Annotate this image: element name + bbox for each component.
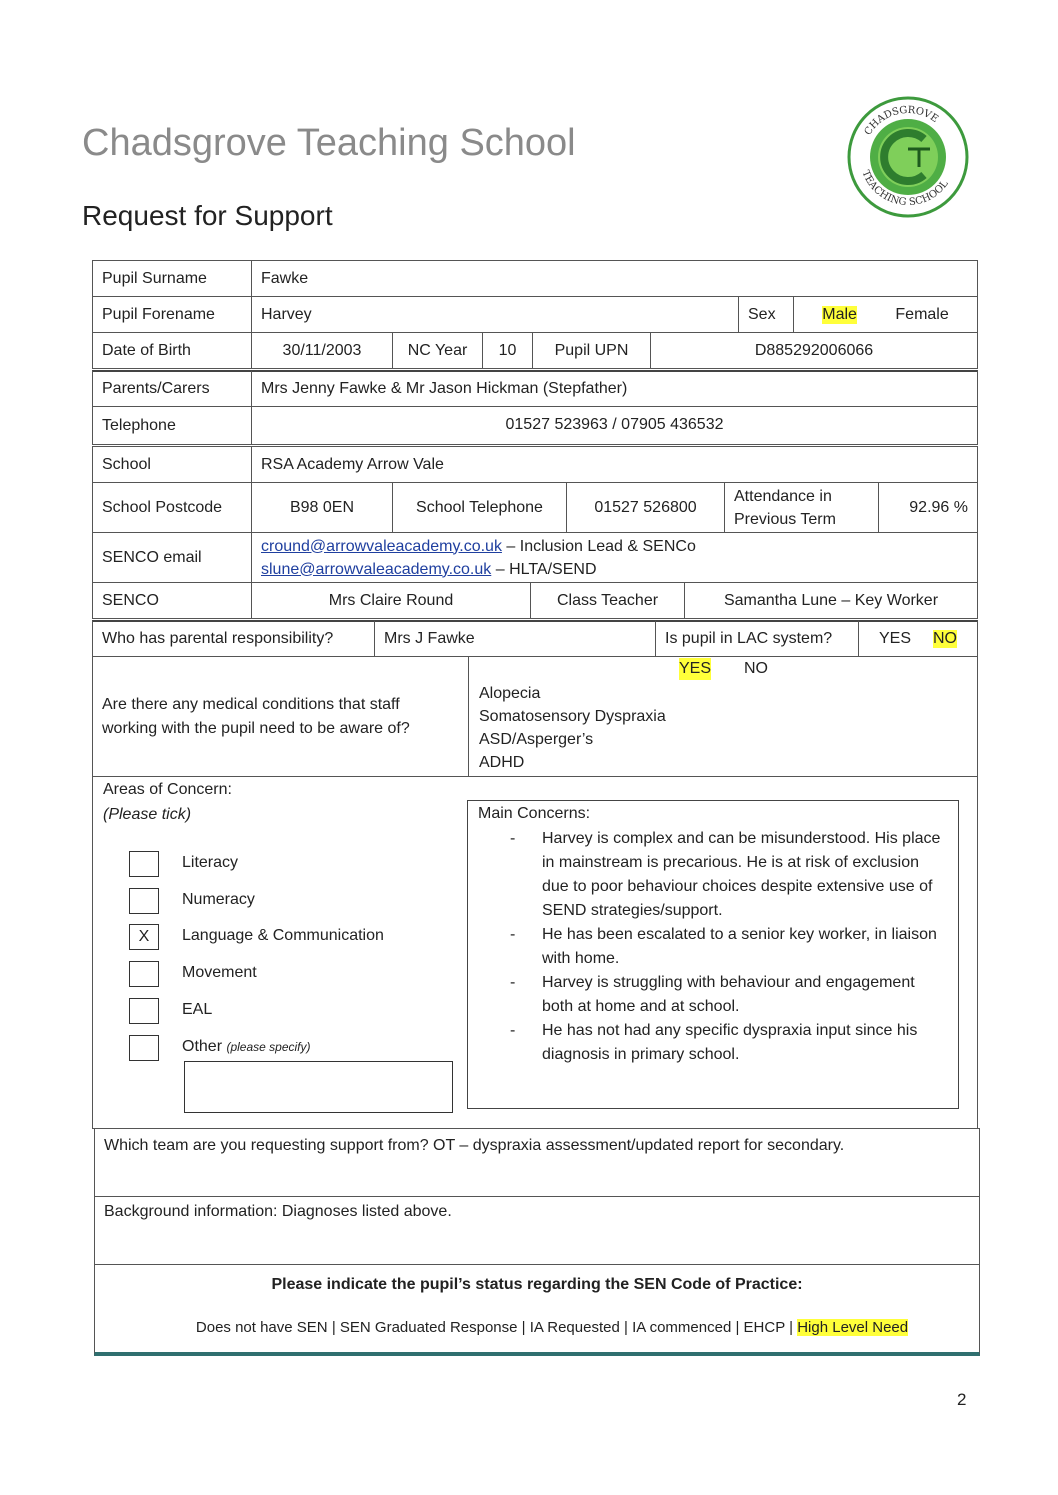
medical-label: Are there any medical conditions that st… bbox=[92, 656, 469, 777]
school-telephone-value: 01527 526800 bbox=[566, 482, 725, 533]
senco-email-link-1[interactable]: cround@arrowvaleacademy.co.uk bbox=[261, 537, 502, 555]
senco-email-link-2[interactable]: slune@arrowvaleacademy.co.uk bbox=[261, 560, 492, 578]
telephone-label: Telephone bbox=[92, 406, 252, 445]
sex-option-male[interactable]: Male bbox=[822, 305, 857, 324]
lac-option-no[interactable]: NO bbox=[932, 630, 957, 648]
other-label: Other (please specify) bbox=[182, 1038, 311, 1056]
areas-title: Areas of Concern: bbox=[103, 781, 232, 798]
separator: | bbox=[735, 1319, 740, 1336]
sen-status-section: Please indicate the pupil’s status regar… bbox=[94, 1264, 980, 1356]
attendance-label: Attendance in Previous Term bbox=[724, 482, 879, 533]
sen-status-title: Please indicate the pupil’s status regar… bbox=[271, 1276, 803, 1293]
separator: | bbox=[521, 1319, 526, 1336]
movement-label: Movement bbox=[182, 964, 257, 981]
main-concern-item: He has not had any specific dyspraxia in… bbox=[468, 1019, 944, 1067]
sen-option-ia-commenced[interactable]: IA commenced bbox=[632, 1319, 732, 1336]
sex-option-female[interactable]: Female bbox=[895, 305, 949, 323]
areas-subtitle: (Please tick) bbox=[103, 806, 192, 823]
parental-responsibility-label: Who has parental responsibility? bbox=[92, 620, 375, 657]
attendance-value: 92.96 % bbox=[878, 482, 978, 533]
sen-status-options: Does not have SEN | SEN Graduated Respon… bbox=[95, 1319, 979, 1336]
nc-year-value: 10 bbox=[482, 332, 533, 369]
condition-item: Alopecia bbox=[479, 685, 541, 702]
other-specify-input[interactable] bbox=[184, 1061, 453, 1113]
other-note: (please specify) bbox=[226, 1040, 311, 1054]
medical-option-no[interactable]: NO bbox=[744, 660, 768, 677]
page-number: 2 bbox=[957, 1390, 967, 1409]
sex-options: Male Female bbox=[793, 296, 978, 333]
sen-option-no-sen[interactable]: Does not have SEN bbox=[195, 1319, 328, 1336]
language-communication-label: Language & Communication bbox=[182, 927, 384, 944]
school-value: RSA Academy Arrow Vale bbox=[251, 446, 978, 483]
sen-option-ia-requested[interactable]: IA Requested bbox=[529, 1319, 620, 1336]
other-label-text: Other bbox=[182, 1038, 223, 1055]
separator: | bbox=[624, 1319, 628, 1336]
team-request: Which team are you requesting support fr… bbox=[94, 1128, 980, 1197]
school-logo: CHADSGROVE TEACHING SCHOOL bbox=[847, 96, 969, 218]
separator: | bbox=[331, 1319, 336, 1336]
lac-options: YES NO bbox=[858, 620, 978, 657]
dob-value: 30/11/2003 bbox=[251, 332, 393, 369]
forename-value: Harvey bbox=[251, 296, 739, 333]
literacy-label: Literacy bbox=[182, 854, 239, 871]
eal-label: EAL bbox=[182, 1001, 213, 1018]
nc-year-label: NC Year bbox=[392, 332, 483, 369]
checkbox-movement[interactable] bbox=[129, 961, 159, 987]
lac-label: Is pupil in LAC system? bbox=[655, 620, 859, 657]
condition-item: Somatosensory Dyspraxia bbox=[479, 708, 666, 725]
areas-of-concern-section: Areas of Concern: (Please tick) Literacy… bbox=[92, 776, 978, 1129]
background-information: Background information: Diagnoses listed… bbox=[94, 1196, 980, 1265]
separator: | bbox=[789, 1319, 794, 1336]
medical-value: YES NO Alopecia Somatosensory Dyspraxia … bbox=[468, 656, 978, 777]
class-teacher-label: Class Teacher bbox=[530, 582, 685, 619]
parental-responsibility-value: Mrs J Fawke bbox=[374, 620, 656, 657]
checkbox-literacy[interactable] bbox=[129, 851, 159, 877]
sex-label: Sex bbox=[738, 296, 794, 333]
senco-email-1-role: – Inclusion Lead & SENCo bbox=[501, 537, 696, 555]
school-telephone-label: School Telephone bbox=[392, 482, 567, 533]
surname-label: Pupil Surname bbox=[92, 260, 252, 297]
forename-label: Pupil Forename bbox=[92, 296, 252, 333]
main-concerns-box: Main Concerns: Harvey is complex and can… bbox=[467, 800, 959, 1109]
dob-label: Date of Birth bbox=[92, 332, 252, 369]
checkbox-eal[interactable] bbox=[129, 998, 159, 1024]
medical-option-yes[interactable]: YES bbox=[679, 658, 712, 680]
condition-item: ADHD bbox=[479, 754, 525, 771]
checkbox-numeracy[interactable] bbox=[129, 888, 159, 914]
postcode-label: School Postcode bbox=[92, 482, 252, 533]
postcode-value: B98 0EN bbox=[251, 482, 393, 533]
surname-value: Fawke bbox=[251, 260, 978, 297]
senco-email-2-role: – HLTA/SEND bbox=[491, 560, 597, 578]
lac-option-yes[interactable]: YES bbox=[878, 630, 911, 647]
main-concern-item: Harvey is complex and can be misundersto… bbox=[468, 827, 944, 923]
sen-option-graduated[interactable]: SEN Graduated Response bbox=[339, 1319, 518, 1336]
sen-option-ehcp[interactable]: EHCP bbox=[743, 1319, 785, 1336]
checkbox-other[interactable] bbox=[129, 1035, 159, 1061]
attendance-label-line2: Previous Term bbox=[734, 510, 836, 528]
senco-label: SENCO bbox=[92, 582, 252, 619]
senco-value: Mrs Claire Round bbox=[251, 582, 531, 619]
upn-label: Pupil UPN bbox=[532, 332, 651, 369]
class-teacher-value: Samantha Lune – Key Worker bbox=[684, 582, 978, 619]
condition-item: ASD/Asperger’s bbox=[479, 731, 594, 748]
senco-email-label: SENCO email bbox=[92, 532, 252, 583]
form-title: Request for Support bbox=[82, 200, 333, 231]
parents-label: Parents/Carers bbox=[92, 370, 252, 407]
school-label: School bbox=[92, 446, 252, 483]
sen-option-high-level-need[interactable]: High Level Need bbox=[797, 1319, 909, 1336]
school-name: Chadsgrove Teaching School bbox=[82, 122, 576, 164]
main-concern-item: He has been escalated to a senior key wo… bbox=[468, 923, 944, 971]
upn-value: D885292006066 bbox=[650, 332, 978, 369]
checkbox-language-communication[interactable]: X bbox=[129, 924, 159, 950]
attendance-label-line1: Attendance in bbox=[734, 487, 832, 505]
main-concerns-title: Main Concerns: bbox=[478, 805, 591, 822]
parents-value: Mrs Jenny Fawke & Mr Jason Hickman (Step… bbox=[251, 370, 978, 407]
senco-email-value: cround@arrowvaleacademy.co.uk – Inclusio… bbox=[251, 532, 978, 583]
numeracy-label: Numeracy bbox=[182, 891, 255, 908]
telephone-value: 01527 523963 / 07905 436532 bbox=[251, 406, 978, 445]
main-concern-item: Harvey is struggling with behaviour and … bbox=[468, 971, 944, 1019]
conditions-list: Alopecia Somatosensory Dyspraxia ASD/Asp… bbox=[479, 682, 666, 774]
